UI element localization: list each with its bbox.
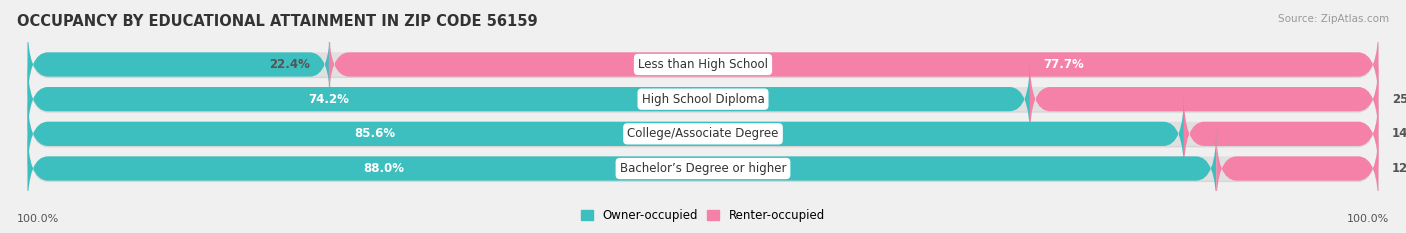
FancyBboxPatch shape [28,95,1378,175]
FancyBboxPatch shape [28,61,1378,140]
Text: 77.7%: 77.7% [1043,58,1084,71]
Text: 100.0%: 100.0% [1347,214,1389,224]
FancyBboxPatch shape [329,25,1378,104]
FancyBboxPatch shape [28,25,330,104]
FancyBboxPatch shape [28,94,1184,174]
FancyBboxPatch shape [28,59,1378,139]
Text: Source: ZipAtlas.com: Source: ZipAtlas.com [1278,14,1389,24]
Text: 74.2%: 74.2% [308,93,349,106]
Text: 100.0%: 100.0% [17,214,59,224]
Text: OCCUPANCY BY EDUCATIONAL ATTAINMENT IN ZIP CODE 56159: OCCUPANCY BY EDUCATIONAL ATTAINMENT IN Z… [17,14,537,29]
Text: 22.4%: 22.4% [269,58,309,71]
FancyBboxPatch shape [1216,129,1378,208]
Text: 12.0%: 12.0% [1392,162,1406,175]
Text: 25.8%: 25.8% [1392,93,1406,106]
Legend: Owner-occupied, Renter-occupied: Owner-occupied, Renter-occupied [576,205,830,227]
Text: High School Diploma: High School Diploma [641,93,765,106]
Text: Less than High School: Less than High School [638,58,768,71]
FancyBboxPatch shape [1184,94,1378,174]
FancyBboxPatch shape [28,59,1031,139]
FancyBboxPatch shape [28,129,1378,208]
FancyBboxPatch shape [28,25,1378,104]
FancyBboxPatch shape [28,129,1216,208]
Text: 14.4%: 14.4% [1392,127,1406,140]
FancyBboxPatch shape [28,26,1378,105]
Text: Bachelor’s Degree or higher: Bachelor’s Degree or higher [620,162,786,175]
Text: College/Associate Degree: College/Associate Degree [627,127,779,140]
Text: 88.0%: 88.0% [364,162,405,175]
FancyBboxPatch shape [1031,59,1378,139]
Text: 85.6%: 85.6% [354,127,395,140]
FancyBboxPatch shape [28,130,1378,209]
FancyBboxPatch shape [28,94,1378,174]
